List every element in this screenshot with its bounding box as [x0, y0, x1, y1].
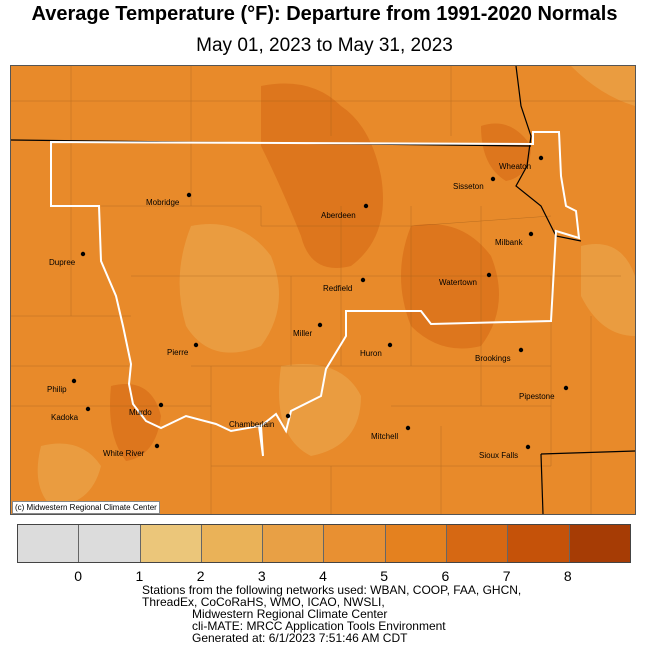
station-label-mobridge: Mobridge: [146, 198, 180, 207]
legend-swatch-4: [201, 525, 264, 562]
legend-swatch-7: [385, 525, 448, 562]
lighter-region-far-east: [581, 244, 635, 336]
lighter-region-central: [179, 224, 279, 353]
map-subtitle: May 01, 2023 to May 31, 2023: [196, 35, 453, 56]
lighter-region-far-southwest: [37, 443, 101, 506]
map-title: Average Temperature (°F): Departure from…: [31, 3, 618, 25]
note-line-networks-cont: ThreadEx, CoCoRaHS, WMO, ICAO, NWSLI,: [142, 595, 385, 609]
legend-swatch-6: [324, 525, 386, 562]
station-label-miller: Miller: [293, 329, 312, 338]
station-label-mitchell: Mitchell: [371, 432, 398, 441]
station-dot-kadoka: [85, 406, 91, 412]
station-label-redfield: Redfield: [323, 284, 352, 293]
station-dot-mobridge: [186, 192, 192, 198]
station-dot-mitchell: [405, 425, 411, 431]
temperature-departure-map: Mobridge Aberdeen Sisseton Wheaton Dupre…: [10, 65, 636, 515]
station-dot-sisseton: [490, 176, 496, 182]
station-label-kadoka: Kadoka: [51, 413, 79, 422]
note-line-mrcc: Midwestern Regional Climate Center: [192, 607, 388, 621]
station-label-sioux-falls: Sioux Falls: [479, 451, 518, 460]
legend-swatch-2: [79, 525, 141, 562]
station-dot-pierre: [193, 342, 199, 348]
station-label-sisseton: Sisseton: [453, 182, 484, 191]
station-label-philip: Philip: [47, 385, 67, 394]
note-line-networks: Stations from the following networks use…: [142, 583, 522, 597]
station-dot-murdo: [158, 402, 164, 408]
copyright-label: (c) Midwestern Regional Climate Center: [12, 501, 160, 514]
station-label-milbank: Milbank: [495, 238, 524, 247]
station-dot-wheaton: [538, 155, 544, 161]
legend-tick: 2: [196, 568, 205, 584]
legend-tick: 8: [563, 568, 572, 584]
station-dot-redfield: [360, 277, 366, 283]
darker-region-southwest: [110, 384, 161, 461]
color-legend: [17, 524, 631, 563]
station-dot-chamberlain: [285, 413, 291, 419]
station-label-brookings: Brookings: [475, 354, 511, 363]
lighter-region-far-northeast: [571, 66, 635, 106]
station-label-watertown: Watertown: [439, 278, 477, 287]
legend-tick-labels: 0 1 2 3 4 5 6 7 8: [17, 568, 629, 586]
station-dot-brookings: [518, 347, 524, 353]
legend-tick: 5: [380, 568, 389, 584]
darker-region-northeast: [481, 123, 531, 181]
county-lines: [11, 66, 635, 514]
station-label-pipestone: Pipestone: [519, 392, 555, 401]
station-label-chamberlain: Chamberlain: [229, 420, 274, 429]
legend-swatch-9: [508, 525, 570, 562]
legend-swatch-3: [140, 525, 202, 562]
lighter-region-south: [279, 364, 361, 456]
map-canvas: Mobridge Aberdeen Sisseton Wheaton Dupre…: [11, 66, 635, 514]
analysis-region-border: [50, 131, 581, 457]
legend-swatch-10: [569, 525, 630, 562]
station-dot-white-river: [154, 443, 160, 449]
legend-tick: 0: [74, 568, 83, 584]
note-line-climate: cli-MATE: MRCC Application Tools Environ…: [192, 619, 446, 633]
station-dot-pipestone: [563, 385, 569, 391]
station-dot-sioux-falls: [525, 444, 531, 450]
station-label-wheaton: Wheaton: [499, 162, 531, 171]
station-dot-philip: [71, 378, 77, 384]
station-label-murdo: Murdo: [129, 408, 152, 417]
legend-tick: 7: [502, 568, 511, 584]
darker-region-north: [261, 83, 383, 268]
legend-swatch-1: [18, 525, 80, 562]
legend-swatch-5: [263, 525, 325, 562]
station-dot-miller: [317, 322, 323, 328]
station-label-pierre: Pierre: [167, 348, 189, 357]
station-dot-aberdeen: [363, 203, 369, 209]
station-markers: Mobridge Aberdeen Sisseton Wheaton Dupre…: [47, 155, 569, 460]
station-dot-milbank: [528, 231, 534, 237]
note-line-generated: Generated at: 6/1/2023 7:51:46 AM CDT: [192, 631, 408, 645]
legend-swatch-8: [447, 525, 509, 562]
station-label-huron: Huron: [360, 349, 382, 358]
station-label-aberdeen: Aberdeen: [321, 211, 356, 220]
legend-tick: 3: [257, 568, 266, 584]
legend-tick: 1: [135, 568, 144, 584]
station-dot-dupree: [80, 251, 86, 257]
station-dot-watertown: [486, 272, 492, 278]
station-dot-huron: [387, 342, 393, 348]
legend-tick: 4: [319, 568, 327, 584]
legend-tick: 6: [441, 568, 450, 584]
station-label-dupree: Dupree: [49, 258, 76, 267]
station-label-white-river: White River: [103, 449, 145, 458]
